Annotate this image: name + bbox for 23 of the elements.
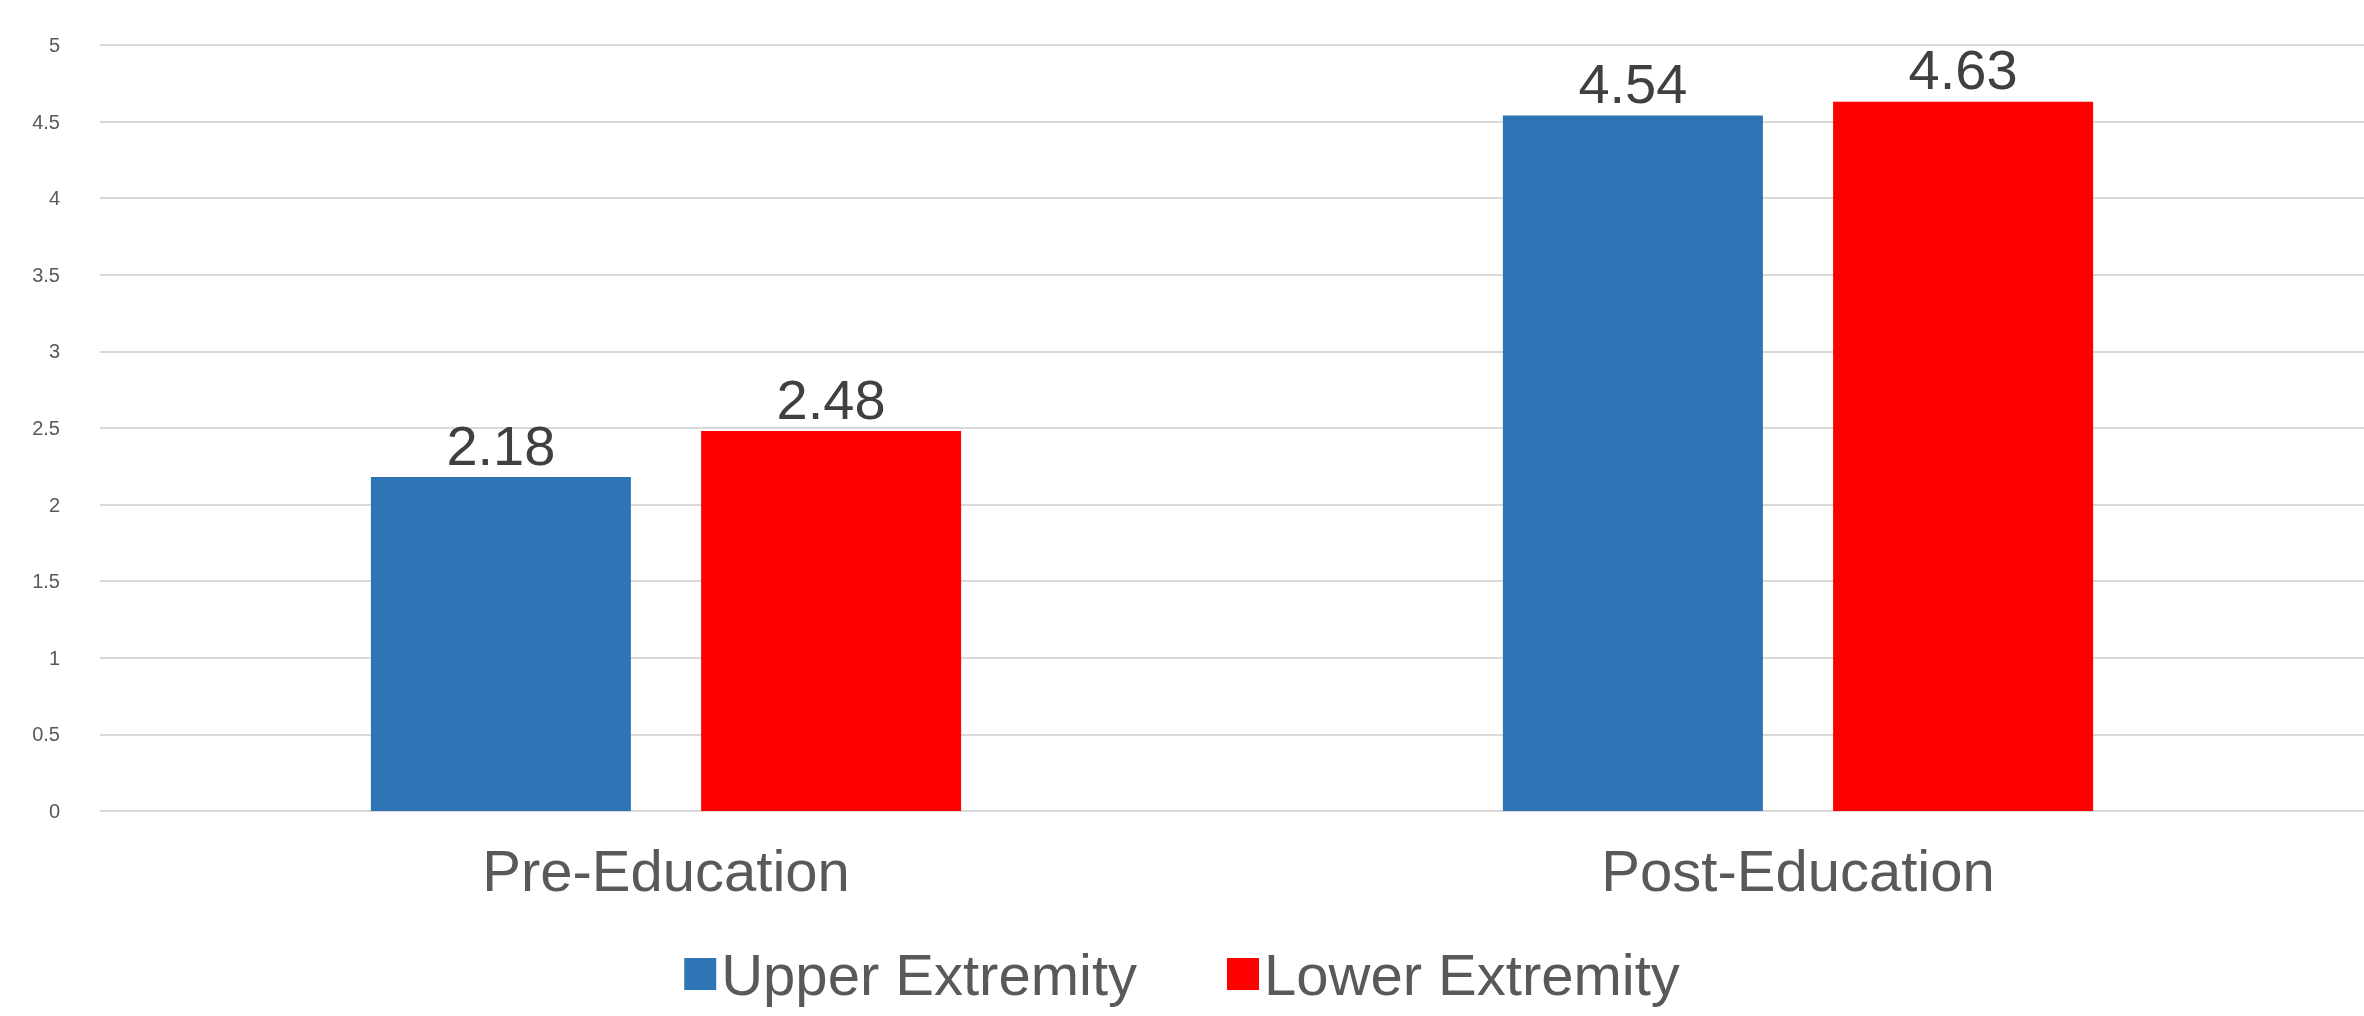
y-tick-label: 0 — [48, 800, 60, 822]
bar — [1502, 115, 1763, 811]
y-tick-label: 0.5 — [32, 723, 60, 746]
data-label: 2.18 — [446, 413, 556, 477]
y-tick-label: 1 — [48, 646, 60, 669]
y-tick-label: 3.5 — [32, 263, 60, 286]
data-label: 4.63 — [1908, 38, 2018, 102]
bar — [701, 431, 962, 811]
x-tick-label: Pre-Education — [482, 837, 850, 903]
y-tick-label: 5 — [48, 34, 60, 56]
data-label: 2.48 — [776, 367, 886, 431]
legend-label: Lower Extremity — [1264, 941, 1680, 1007]
bar — [1833, 101, 2094, 811]
y-tick-label: 1.5 — [32, 570, 60, 593]
y-tick-label: 4.5 — [32, 110, 60, 133]
y-tick-label: 3 — [48, 340, 60, 363]
bar — [370, 477, 631, 811]
y-tick-label: 2 — [48, 493, 60, 516]
x-tick-label: Post-Education — [1601, 837, 1995, 903]
data-label: 4.54 — [1578, 51, 1688, 115]
y-tick-label: 4 — [48, 187, 60, 210]
legend-label: Upper Extremity — [721, 941, 1138, 1007]
y-tick-label: 2.5 — [32, 417, 60, 439]
